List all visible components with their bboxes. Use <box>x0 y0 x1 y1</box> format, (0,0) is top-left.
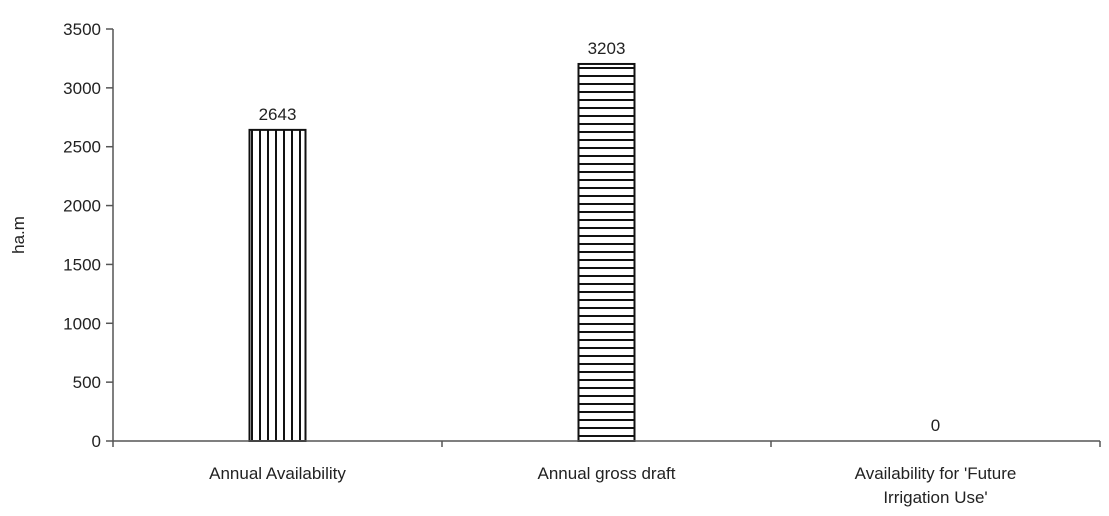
y-tick-label: 2500 <box>63 138 101 157</box>
bars <box>248 62 636 443</box>
data-label: 0 <box>931 416 940 435</box>
data-labels: 2643 3203 0 <box>259 39 941 435</box>
bar <box>577 62 636 442</box>
category-label: Annual gross draft <box>538 464 676 483</box>
data-label: 2643 <box>259 105 297 124</box>
category-label: Annual Availability <box>209 464 346 483</box>
y-axis-title: ha.m <box>9 216 28 254</box>
y-tick-label: 2000 <box>63 197 101 216</box>
data-label: 3203 <box>588 39 626 58</box>
y-tick-label: 500 <box>73 373 101 392</box>
bar <box>248 128 307 443</box>
category-labels: Annual Availability Annual gross draft Ava… <box>209 464 1016 507</box>
y-axis-ticks: 0 500 1000 1500 2000 2500 3000 3500 <box>63 20 1101 451</box>
y-tick-label: 1500 <box>63 255 101 274</box>
y-tick-label: 1000 <box>63 314 101 333</box>
y-tick-label: 3500 <box>63 20 101 39</box>
category-label: Availability for 'Future Irrigation Use' <box>855 464 1017 507</box>
y-tick-label: 3000 <box>63 79 101 98</box>
y-tick-label: 0 <box>92 432 101 451</box>
